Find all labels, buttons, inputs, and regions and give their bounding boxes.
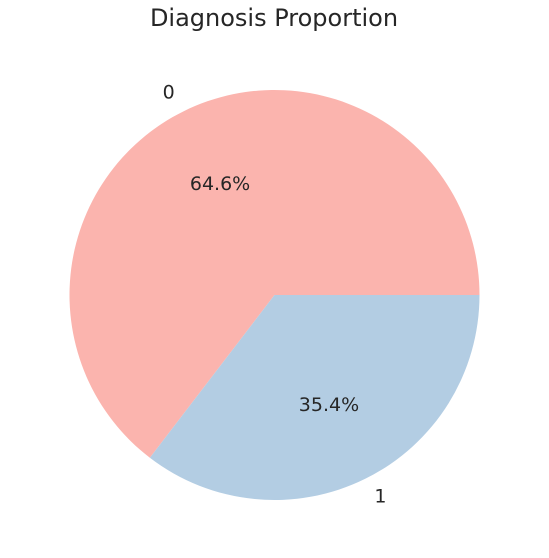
slice-percent-0: 64.6% xyxy=(190,173,250,195)
slice-label-1: 1 xyxy=(374,486,386,508)
pie-slice-1 xyxy=(149,295,480,500)
chart-title: Diagnosis Proportion xyxy=(150,4,398,32)
slice-label-0: 0 xyxy=(163,81,175,103)
pie-labels: 0 64.6% 1 35.4% xyxy=(163,81,387,507)
pie-slices xyxy=(69,90,480,500)
pie-slice-0 xyxy=(69,90,480,458)
slice-percent-1: 35.4% xyxy=(299,394,359,416)
